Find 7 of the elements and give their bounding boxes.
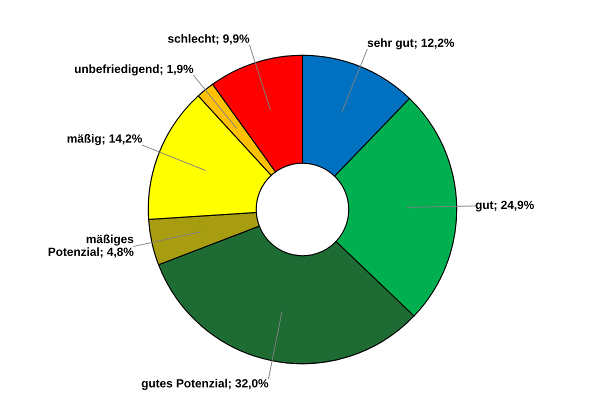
slice-label: gutes Potenzial; 32,0% (142, 378, 268, 390)
slice-label: schlecht; 9,9% (168, 34, 250, 44)
slice-label: gut; 24,9% (476, 200, 534, 212)
slice-label: unbefriedigend; 1,9% (74, 64, 194, 76)
slice-label: sehr gut; 12,2% (368, 38, 454, 50)
slice-label: mäßiges Potenzial; 4,8% (48, 234, 134, 258)
slice-label: mäßig; 14,2% (68, 134, 142, 146)
